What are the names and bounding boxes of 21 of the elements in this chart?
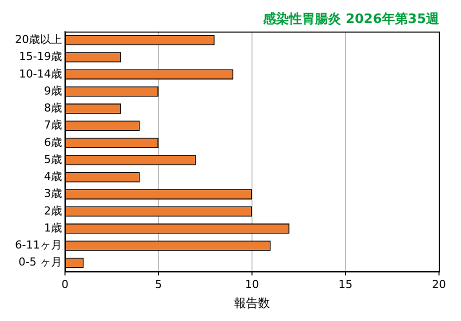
x-tick-label: 20 <box>432 278 446 291</box>
y-tick-label: 2歳 <box>44 204 62 218</box>
y-tick-label: 6-11ヶ月 <box>15 238 62 252</box>
x-tick-label: 0 <box>61 278 68 291</box>
y-tick-label: 10-14歳 <box>19 67 62 80</box>
x-tick-label: 15 <box>338 278 352 291</box>
y-tick-label: 7歳 <box>44 118 62 132</box>
y-tick-label: 5歳 <box>44 152 62 166</box>
y-tick-label: 4歳 <box>44 170 62 184</box>
x-axis-title: 報告数 <box>234 296 270 310</box>
y-tick-label: 9歳 <box>44 84 62 98</box>
y-tick-label: 8歳 <box>44 102 62 115</box>
y-tick-label: 20歳以上 <box>14 33 62 46</box>
chart-title: 感染性胃腸炎 2026年第35週 <box>262 11 440 28</box>
x-tick-label: 5 <box>155 278 162 291</box>
y-tick-label: 1歳 <box>44 221 62 234</box>
y-tick-label: 6歳 <box>44 136 62 149</box>
y-tick-label: 3歳 <box>44 187 62 200</box>
y-tick-label: 0-5 ヶ月 <box>18 256 62 269</box>
x-tick-label: 10 <box>245 278 259 291</box>
y-tick-label: 15-19歳 <box>19 50 62 64</box>
